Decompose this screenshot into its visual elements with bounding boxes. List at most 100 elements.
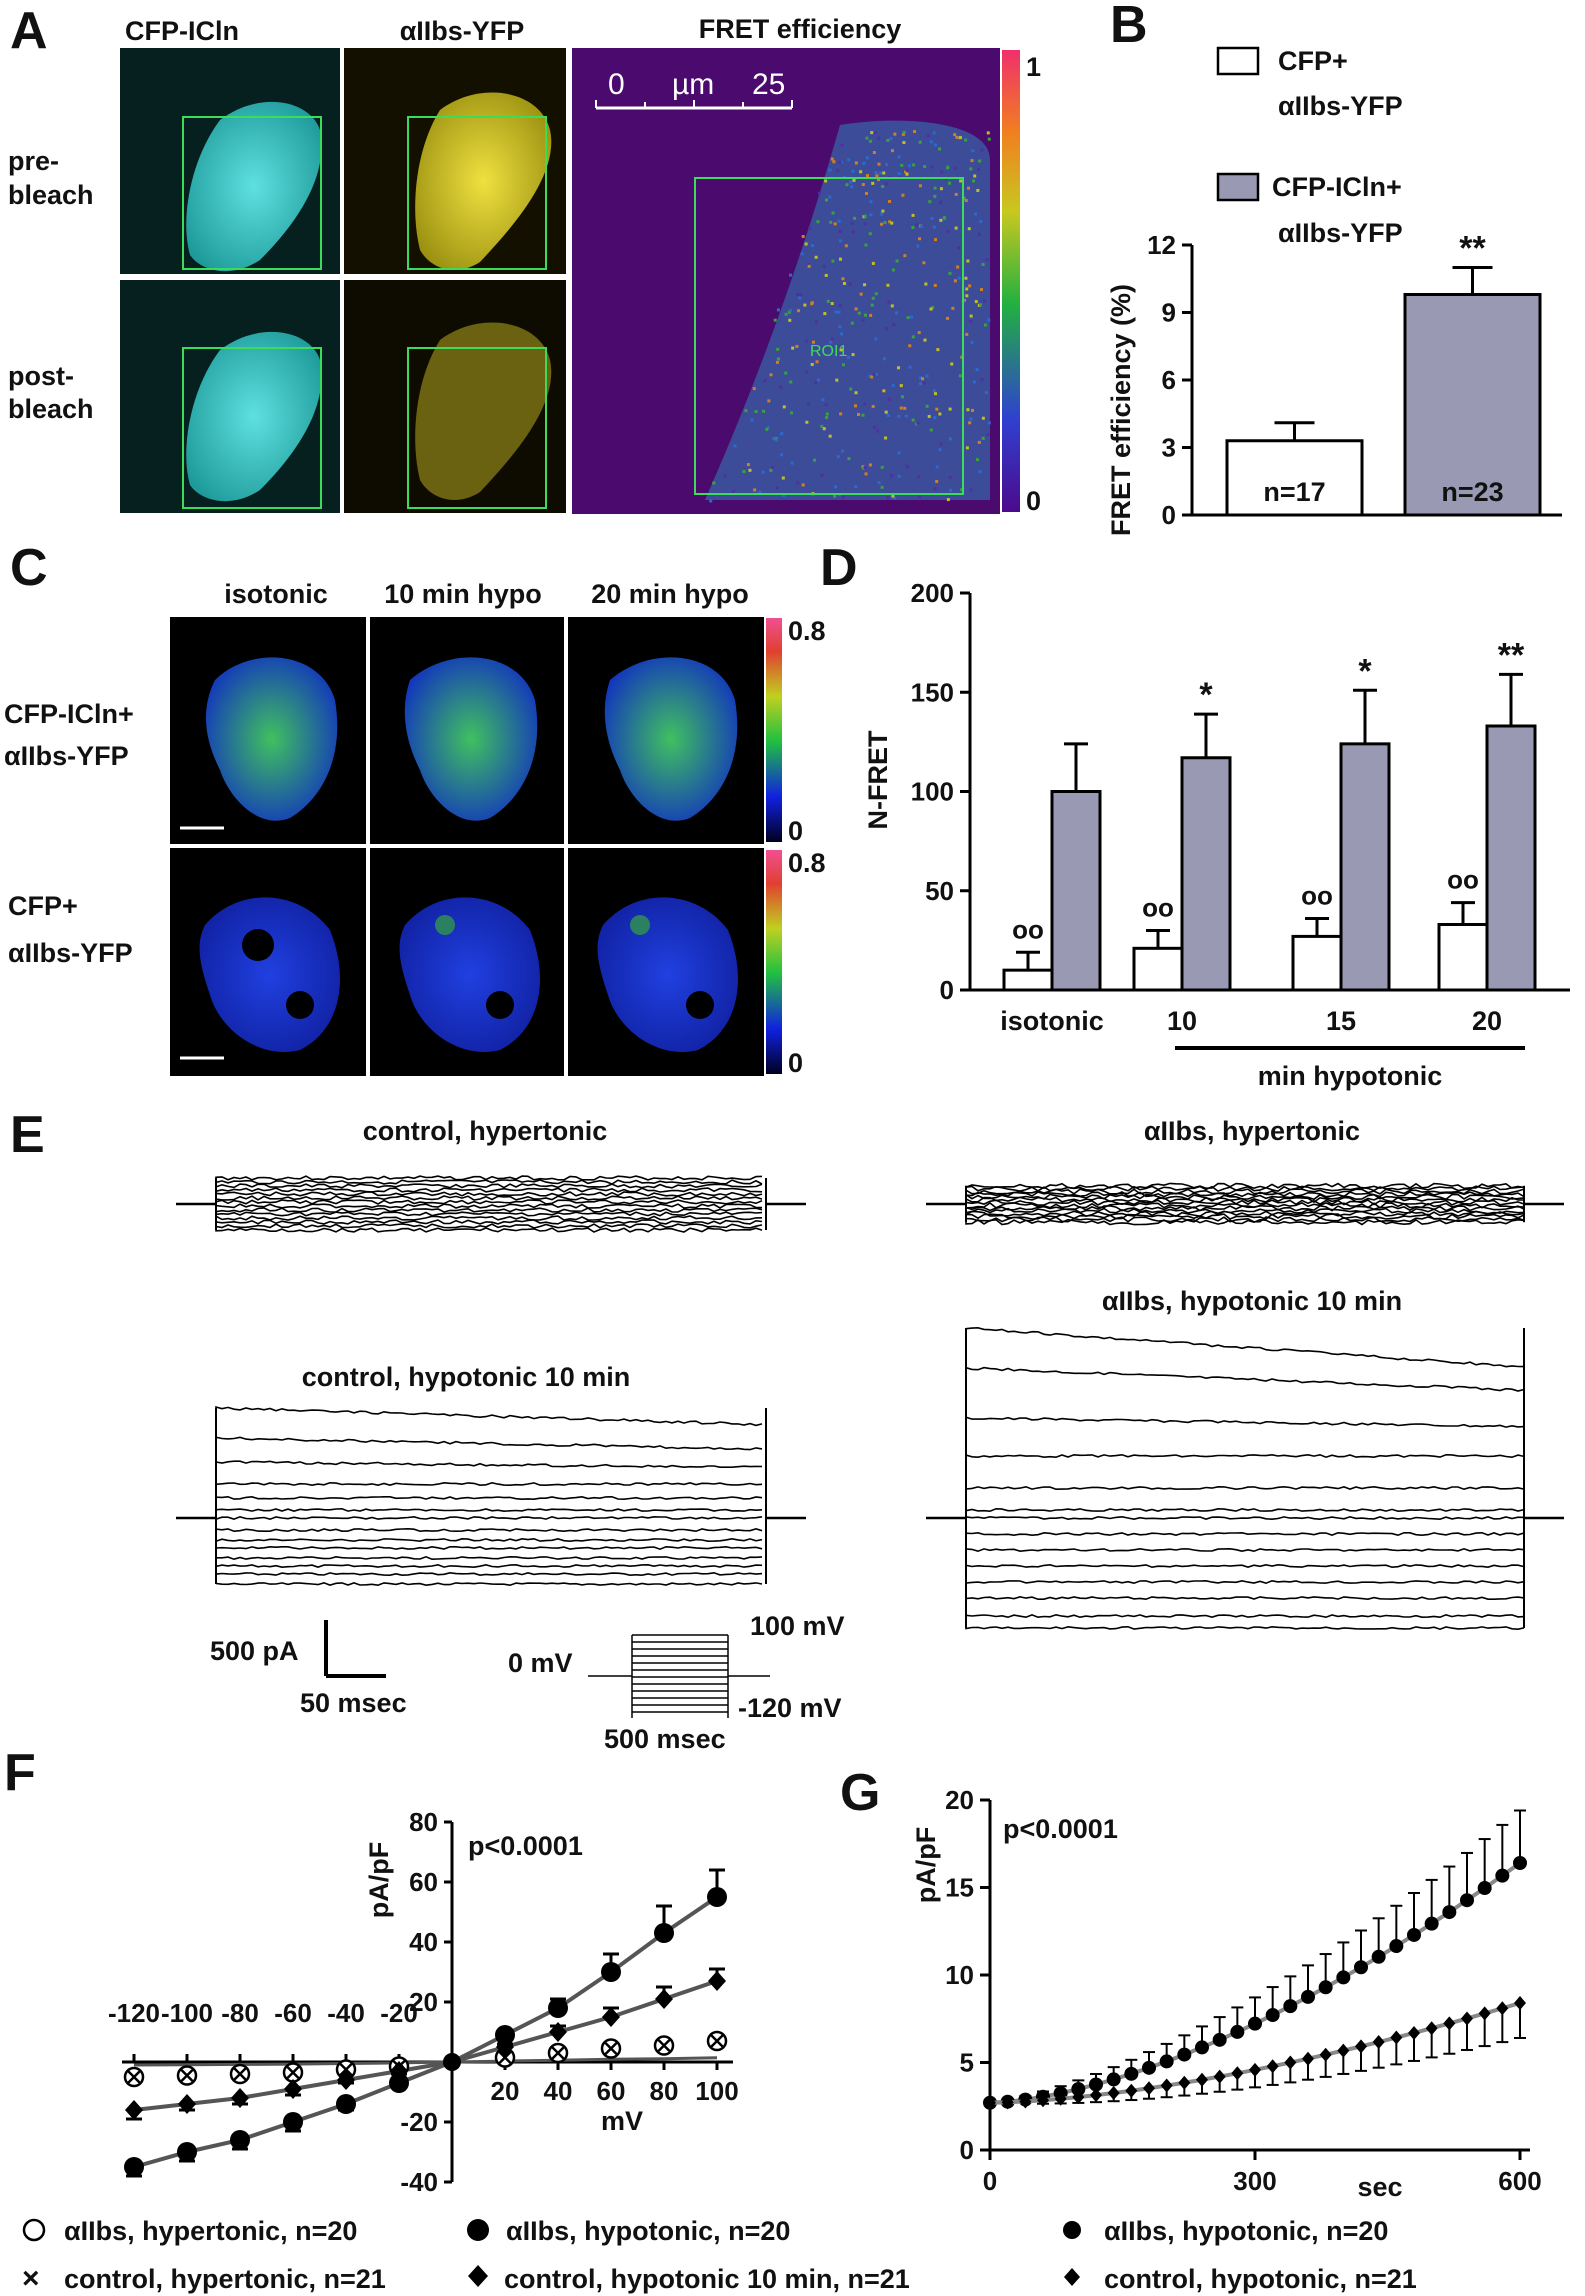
speckle: [828, 434, 832, 438]
speckle: [929, 428, 933, 432]
speckle: [870, 375, 874, 379]
point-diamond: [1178, 2075, 1191, 2090]
legend-marker-diamond: [468, 2265, 488, 2287]
speckle: [775, 438, 779, 442]
point-filled-circle: [1212, 2032, 1227, 2047]
speckle: [799, 293, 803, 297]
speckle: [890, 221, 894, 225]
speckle: [880, 212, 884, 216]
speckle: [953, 279, 957, 283]
speckle: [761, 470, 765, 474]
y-tick-label: 6: [1162, 365, 1176, 395]
speckle: [881, 209, 885, 213]
col-title-isotonic: isotonic: [224, 579, 328, 609]
speckle: [962, 196, 966, 200]
y-axis-label-b: FRET efficiency (%): [1106, 284, 1136, 536]
speckle: [748, 468, 752, 472]
speckle: [895, 259, 899, 263]
speckle: [861, 318, 865, 322]
y-tick-label: 20: [409, 1987, 438, 2017]
trace-aiibs-hyper-sweep: [965, 1218, 1525, 1226]
speckle: [938, 147, 942, 151]
speckle: [893, 132, 897, 136]
speckle: [889, 137, 893, 141]
speckle: [840, 332, 844, 336]
point-filled-circle: [1124, 2066, 1139, 2081]
panel-e: E control, hypertonic αIIbs, hypertonic …: [10, 1106, 1564, 1754]
point-diamond: [1213, 2069, 1226, 2084]
point-filled-circle: [1477, 1881, 1492, 1896]
speckle: [813, 458, 817, 462]
point-filled-circle: [1106, 2072, 1121, 2087]
speckle: [773, 318, 777, 322]
speckle: [816, 378, 820, 382]
trace-control-hyper-sweep: [215, 1219, 763, 1225]
trace-control-hypo-sweep: [215, 1495, 763, 1501]
point-cross: [339, 2062, 353, 2077]
speckle: [933, 416, 937, 420]
speckle: [769, 373, 773, 377]
speckle: [851, 353, 855, 357]
y-tick-label: 60: [409, 1867, 438, 1897]
point-diamond: [1037, 2093, 1049, 2108]
mark-grey: *: [1199, 676, 1213, 714]
speckle: [805, 339, 809, 343]
speckle: [895, 311, 899, 315]
speckle: [911, 226, 915, 230]
speckle: [865, 136, 869, 140]
speckle: [919, 376, 923, 380]
point-filled-circle: [124, 2157, 144, 2177]
panel-d: D N-FRET 0 50 100 150 200 isotonic oo 10 oo * 15 oo…: [820, 539, 1570, 1091]
point-filled-circle: [336, 2094, 356, 2114]
speckle: [960, 488, 964, 492]
point-filled-circle: [1071, 2082, 1086, 2097]
point-filled-circle: [1389, 1939, 1404, 1954]
speckle: [928, 200, 932, 204]
speckle: [877, 136, 881, 140]
speckle: [935, 465, 939, 469]
speckle: [824, 273, 828, 277]
row-label-c2-line1: CFP+: [8, 891, 78, 921]
point-filled-circle: [177, 2142, 197, 2162]
y-tick-label: -40: [400, 2167, 438, 2197]
speckle: [776, 357, 780, 361]
fit-line: [133, 1979, 718, 2112]
speckle: [934, 238, 938, 242]
speckle: [836, 455, 840, 459]
speckle: [871, 181, 875, 185]
y-tick-label: 150: [911, 677, 954, 707]
speckle: [861, 183, 865, 187]
speckle: [974, 212, 978, 216]
trace-aiibs-hypo-sweep: [965, 1531, 1525, 1537]
speckle: [925, 374, 929, 378]
scale-time-label: 50 msec: [300, 1688, 407, 1718]
x-tick-label: isotonic: [1000, 1006, 1104, 1036]
point-filled-circle: [1495, 1868, 1510, 1883]
speckle: [948, 407, 952, 411]
trace-control-hyper-sweep: [215, 1223, 763, 1229]
point-diamond: [984, 2095, 996, 2110]
legend-marker-cross: ×: [22, 2262, 40, 2295]
panel-c-images: [170, 617, 764, 1076]
speckle: [987, 421, 991, 425]
trace-control-hyper-sweep: [215, 1207, 763, 1213]
colorbar: [1002, 50, 1020, 512]
trace-aiibs-hypo-sweep: [965, 1366, 1525, 1392]
speckle: [775, 360, 779, 364]
bar: [1339, 742, 1391, 992]
speckle: [805, 420, 809, 424]
speckle: [804, 242, 808, 246]
speckle: [970, 340, 974, 344]
point-filled-circle: [1318, 1980, 1333, 1995]
speckle: [897, 366, 901, 370]
speckle: [837, 219, 841, 223]
speckle: [872, 372, 876, 376]
speckle: [810, 362, 814, 366]
speckle: [869, 200, 873, 204]
trace-aiibs-hyper-sweep: [965, 1207, 1525, 1215]
speckle: [795, 344, 799, 348]
speckle: [949, 488, 953, 492]
speckle: [968, 421, 972, 425]
speckle: [820, 424, 824, 428]
speckle: [969, 488, 973, 492]
